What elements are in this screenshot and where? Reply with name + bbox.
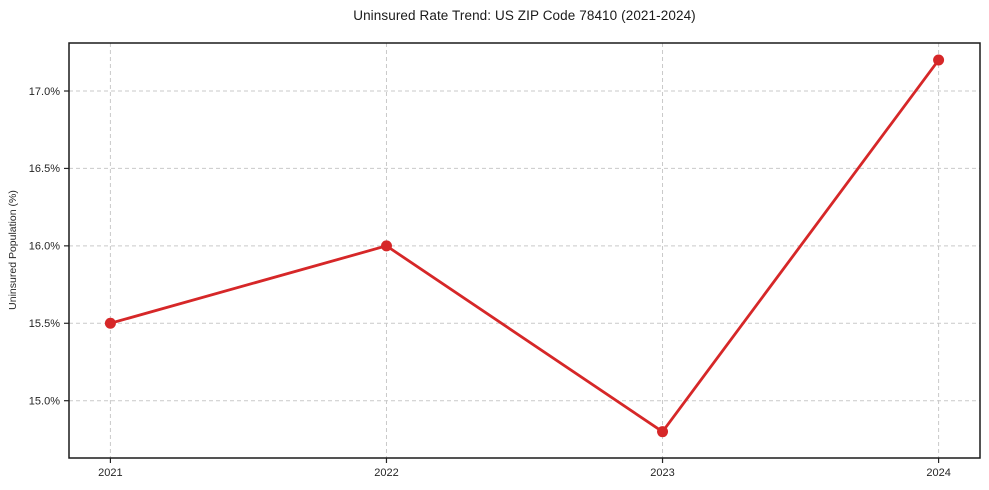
x-tick-label: 2023 xyxy=(650,467,674,479)
y-tick-label: 15.0% xyxy=(29,396,60,408)
x-tick-label: 2022 xyxy=(374,467,398,479)
x-tick-label: 2021 xyxy=(98,467,122,479)
trend-line xyxy=(109,58,940,434)
chart-title: Uninsured Rate Trend: US ZIP Code 78410 … xyxy=(353,8,696,23)
data-point-marker xyxy=(104,317,116,329)
y-tick-label: 15.5% xyxy=(29,318,60,330)
y-tick-label: 17.0% xyxy=(29,86,60,98)
y-tick-label: 16.0% xyxy=(29,241,60,253)
x-tick-label: 2024 xyxy=(926,467,950,479)
data-point-marker xyxy=(380,240,392,252)
axes-border xyxy=(68,42,981,459)
y-tick-label: 16.5% xyxy=(29,163,60,175)
data-point-marker xyxy=(933,54,945,66)
data-point-marker xyxy=(657,426,669,438)
